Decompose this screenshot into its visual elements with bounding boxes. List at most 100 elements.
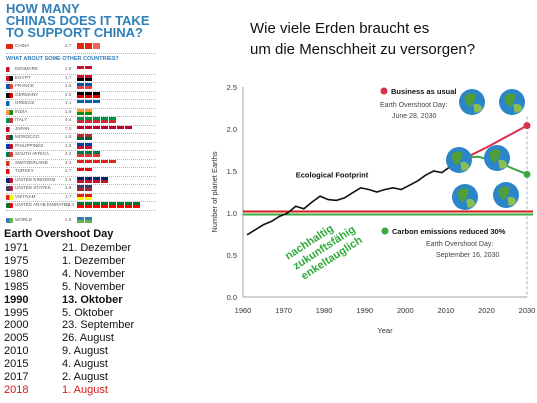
globe-land [460, 161, 470, 171]
country-value: 1.5 [65, 216, 72, 222]
bau-line1: Earth Overshoot Day: [380, 102, 447, 109]
country-value: 1.7 [65, 168, 72, 173]
globe-land [489, 149, 501, 164]
divider [6, 90, 156, 92]
country-chip-icon [85, 159, 92, 166]
country-chip-icon [109, 202, 116, 208]
x-tick-label: 1960 [235, 306, 252, 315]
overshoot-year: 1975 [4, 254, 29, 267]
country-flag-icon [6, 160, 13, 166]
country-chips [77, 117, 116, 123]
country-chip-icon [101, 117, 108, 123]
china-chip-icon [85, 43, 92, 49]
country-chips [77, 159, 116, 166]
divider [6, 73, 156, 75]
country-row: PHILIPPINES 1.5 [6, 142, 156, 151]
divider [6, 107, 156, 109]
country-flag-icon [6, 186, 13, 191]
country-chip-icon [101, 159, 108, 166]
overshoot-date: 5. Oktober [62, 306, 114, 319]
x-tick-label: 1980 [316, 306, 333, 315]
overshoot-year: 2018 [4, 383, 29, 396]
china-chip-icon [77, 43, 84, 49]
overshoot-row: 1980 4. November [4, 268, 204, 281]
overshoot-row: 1975 1. Dezember [4, 255, 204, 268]
country-chip-icon [85, 125, 92, 132]
overshoot-row: 2005 26. August [4, 332, 204, 345]
y-tick-label: 0.0 [227, 293, 237, 302]
country-name: EGYPT [15, 74, 31, 80]
overshoot-year: 2017 [4, 371, 29, 383]
country-chip-icon [77, 134, 84, 140]
earth-globe-icon [499, 89, 525, 115]
country-chip-icon [77, 193, 84, 200]
country-chip-icon [77, 202, 84, 208]
country-chips [77, 216, 92, 223]
country-chip-icon [85, 134, 92, 140]
country-chip-icon [77, 185, 84, 191]
chart-series [243, 116, 533, 297]
globe-land [457, 188, 469, 203]
country-chip-icon [85, 193, 92, 200]
country-flag-icon [6, 203, 13, 208]
cer-end-point [523, 170, 531, 178]
country-flag-icon [6, 135, 13, 140]
country-chip-icon [77, 125, 84, 132]
earth-globe-icon [493, 182, 519, 208]
footprint-chart: 1960 1970 1980 1990 2000 2010 2020 2030 0.0 0.5 1.… [210, 83, 535, 335]
country-chip-icon [93, 176, 100, 183]
country-chip-icon [85, 108, 92, 115]
country-chip-icon [101, 176, 108, 183]
cer-title: Carbon emissions reduced 30% [392, 227, 506, 236]
country-flag-icon [6, 101, 13, 106]
country-name: UNITED ARAB EMIRATES [15, 202, 71, 207]
divider [6, 82, 156, 83]
country-chip-icon [109, 117, 116, 123]
china-chips [77, 43, 100, 49]
globe-land [504, 93, 516, 108]
country-chip-icon [77, 117, 84, 123]
overshoot-date: 4. November [62, 267, 125, 280]
overshoot-date: 2. August [62, 371, 108, 383]
country-row: UNITED STATES 1.9 [6, 185, 156, 193]
divider [6, 192, 156, 194]
country-value: 1.5 [65, 142, 72, 148]
overshoot-row: 2018 1. August [4, 384, 204, 397]
page-heading: Wie viele Erden braucht es um die Mensch… [250, 18, 530, 60]
country-chip-icon [85, 74, 92, 81]
country-name: MOROCCO [15, 134, 40, 139]
china-name: CHINA [15, 43, 30, 48]
overshoot-row: 2017 2. August [4, 371, 204, 384]
country-flag-icon [6, 177, 13, 183]
country-name: SOUTH AFRICA [15, 151, 49, 156]
y-tick-label: 2.0 [227, 125, 237, 134]
country-value: 7.0 [65, 125, 72, 131]
series-line-1 [465, 124, 528, 159]
x-tick-label: 1970 [275, 306, 292, 315]
country-name: DENMARK [15, 66, 38, 71]
country-chip-icon [93, 125, 100, 132]
country-flag-icon [6, 109, 13, 115]
country-chip-icon [77, 159, 84, 166]
country-row: GERMANY 2.5 [6, 91, 156, 100]
y-tick-label: 2.5 [227, 83, 237, 92]
country-flag-icon [6, 92, 13, 98]
footprint-label: Ecological Footprint [296, 171, 369, 180]
country-flag-icon [6, 75, 13, 81]
country-value: 4.4 [65, 117, 72, 122]
country-row: TURKEY 1.7 [6, 168, 156, 176]
country-chip-icon [101, 125, 108, 132]
x-tick-label: 1990 [356, 306, 373, 315]
country-value: 1.8 [65, 66, 72, 71]
overshoot-row: 1971 21. Dezember [4, 242, 204, 255]
divider [6, 150, 156, 151]
divider [6, 184, 156, 185]
x-axis-label: Year [377, 326, 393, 335]
country-flag-icon [6, 152, 13, 157]
country-row: UNITED KINGDOM 3.9 [6, 176, 156, 185]
country-chips [77, 91, 100, 98]
divider [6, 141, 156, 143]
country-name: WORLD [15, 216, 33, 222]
y-tick-label: 1.0 [227, 209, 237, 218]
country-row: ITALY 4.4 [6, 117, 156, 125]
